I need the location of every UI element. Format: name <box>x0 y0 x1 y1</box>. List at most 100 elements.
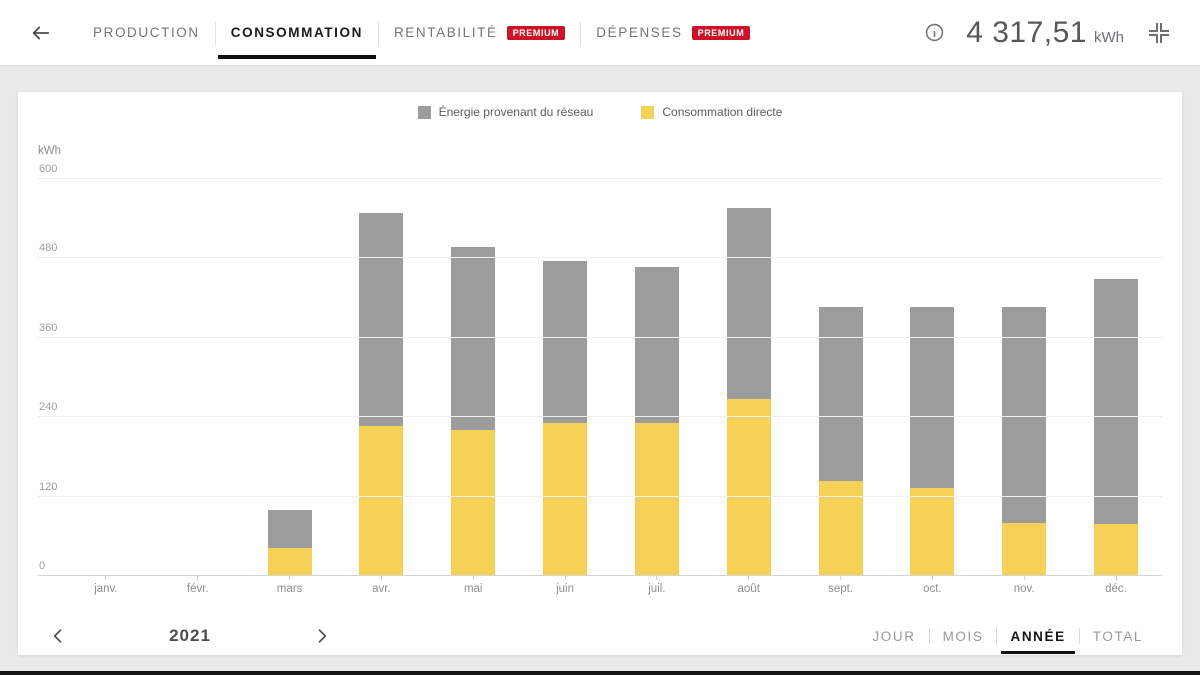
tab-production[interactable]: PRODUCTION <box>78 0 215 65</box>
x-slot-dec: déc. <box>1070 576 1162 602</box>
range-tab-label: MOIS <box>942 628 984 644</box>
bottom-strip <box>0 671 1200 675</box>
legend-label: Énergie provenant du réseau <box>438 105 594 119</box>
x-tick <box>1115 576 1117 580</box>
range-tab-total[interactable]: TOTAL <box>1080 618 1156 654</box>
tab-separator <box>580 20 582 45</box>
tab-label: RENTABILITÉ <box>393 25 498 40</box>
plot-wrap: kWh 0 120 240 360 480 600 janv. févr. mars avr. m… <box>18 145 1182 602</box>
y-tick-label-120: 120 <box>39 480 58 493</box>
next-year-button[interactable] <box>308 622 336 650</box>
legend-label: Consommation directe <box>662 105 783 119</box>
back-button[interactable] <box>30 22 52 44</box>
x-slot-mai: mai <box>427 576 519 602</box>
x-label-fevr: févr. <box>186 583 209 595</box>
chart-legend: Énergie provenant du réseau Consommation … <box>18 92 1182 120</box>
total-unit: kWh <box>1094 28 1124 46</box>
bar-segment-grid-energy <box>1002 307 1047 524</box>
gridline-600 <box>38 178 1162 179</box>
bars-container <box>60 179 1162 576</box>
tab-separator <box>377 20 379 45</box>
bar-segment-direct-consumption <box>451 430 496 576</box>
range-tab-label: JOUR <box>872 628 916 644</box>
x-slot-juil: juil. <box>611 576 703 602</box>
x-label-nov: nov. <box>1013 583 1035 595</box>
premium-badge: PREMIUM <box>691 25 751 40</box>
x-tick <box>564 576 566 580</box>
range-tab-annee[interactable]: ANNÉE <box>997 618 1078 654</box>
y-tick-label-360: 360 <box>39 321 58 334</box>
bar-segment-direct-consumption <box>818 481 863 576</box>
bar-slot-juin <box>519 179 611 576</box>
bar-segment-grid-energy <box>1094 278 1139 525</box>
x-slot-nov: nov. <box>978 576 1070 602</box>
bar-slot-juil <box>611 179 703 576</box>
legend-swatch <box>641 105 655 119</box>
tab-depenses[interactable]: DÉPENSES PREMIUM <box>581 0 765 65</box>
bar-slot-dec <box>1070 179 1162 576</box>
bar-segment-grid-energy <box>543 261 588 423</box>
tab-label: PRODUCTION <box>93 25 200 40</box>
legend-swatch <box>417 105 431 119</box>
bar-segment-direct-consumption <box>1094 524 1139 576</box>
bar-nov[interactable] <box>1002 179 1047 576</box>
tab-bar: PRODUCTION CONSOMMATION RENTABILITÉ PREMIUM… <box>78 0 765 65</box>
y-tick-label-0: 0 <box>39 560 46 572</box>
bar-juil[interactable] <box>634 179 679 576</box>
x-slot-avr: avr. <box>335 576 427 602</box>
y-tick-label-600: 600 <box>39 163 58 175</box>
x-tick <box>840 576 842 580</box>
x-slot-mars: mars <box>244 576 336 602</box>
x-slot-oct: oct. <box>886 576 978 602</box>
bar-segment-grid-energy <box>451 247 496 431</box>
back-arrow-icon <box>32 26 50 39</box>
collapse-view-button[interactable] <box>1146 20 1172 46</box>
collapse-icon <box>1149 22 1169 43</box>
bar-segment-direct-consumption <box>1002 523 1047 576</box>
x-tick <box>656 576 658 580</box>
bar-mars[interactable] <box>267 179 312 576</box>
range-tab-separator <box>928 628 930 644</box>
range-tab-label: TOTAL <box>1092 628 1143 644</box>
info-button[interactable] <box>925 23 944 42</box>
bar-dec[interactable] <box>1094 179 1139 576</box>
bar-mai[interactable] <box>451 179 496 576</box>
gridline-0 <box>38 575 1162 576</box>
x-tick <box>197 576 199 580</box>
bar-slot-aout <box>703 179 795 576</box>
previous-year-button[interactable] <box>44 622 72 650</box>
x-label-dec: déc. <box>1105 583 1127 595</box>
x-label-juil: juil. <box>648 583 666 595</box>
y-axis-unit-label: kWh <box>38 145 61 157</box>
tab-label: DÉPENSES <box>596 25 683 40</box>
current-year-label: 2021 <box>169 626 211 645</box>
bar-segment-direct-consumption <box>267 548 312 576</box>
range-tab-label: ANNÉE <box>1010 628 1066 644</box>
bar-fevr[interactable] <box>176 179 220 576</box>
bar-segment-direct-consumption <box>726 399 771 576</box>
x-slot-aout: août <box>703 576 795 602</box>
bar-aout[interactable] <box>726 179 771 576</box>
bar-segment-direct-consumption <box>359 425 404 576</box>
x-tick <box>472 576 474 580</box>
chart-card: Énergie provenant du réseau Consommation … <box>18 92 1182 655</box>
total-consumption: 4 317,51 kWh <box>966 16 1124 50</box>
bar-segment-grid-energy <box>359 213 404 426</box>
bar-avr[interactable] <box>359 179 404 576</box>
bar-segment-direct-consumption <box>543 422 588 576</box>
bar-janv[interactable] <box>84 179 128 576</box>
x-label-mars: mars <box>276 583 303 595</box>
range-tab-jour[interactable]: JOUR <box>859 618 928 654</box>
range-tab-mois[interactable]: MOIS <box>930 618 997 654</box>
bar-sept[interactable] <box>818 179 863 576</box>
bar-slot-mai <box>427 179 519 576</box>
x-label-mai: mai <box>463 583 483 595</box>
tab-consommation[interactable]: CONSOMMATION <box>216 0 378 65</box>
bar-oct[interactable] <box>910 179 955 576</box>
year-navigator: 2021 <box>44 622 336 650</box>
bar-slot-oct <box>886 179 978 576</box>
chevron-left-icon <box>53 629 62 643</box>
bar-juin[interactable] <box>543 179 588 576</box>
info-icon <box>926 23 944 42</box>
tab-rentabilite[interactable]: RENTABILITÉ PREMIUM <box>379 0 580 65</box>
